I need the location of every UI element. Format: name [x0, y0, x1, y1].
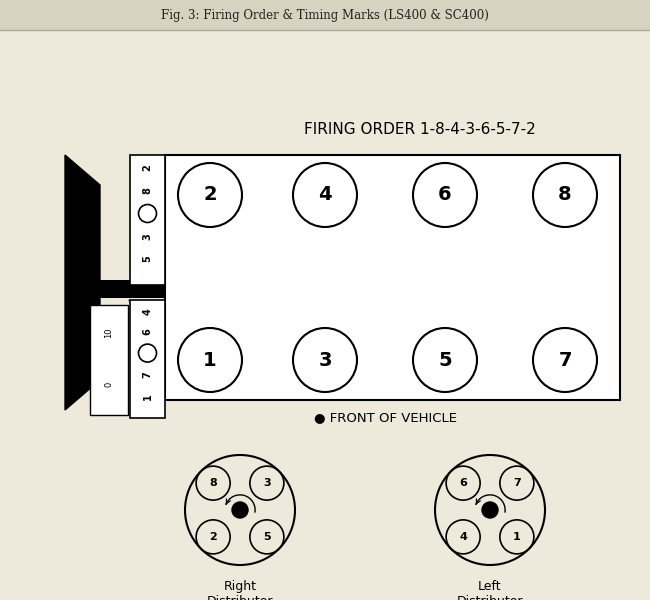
Circle shape [482, 502, 498, 518]
Text: 5: 5 [142, 256, 153, 262]
Text: 6: 6 [438, 185, 452, 205]
Text: 8: 8 [558, 185, 572, 205]
Text: 3: 3 [263, 478, 270, 488]
Circle shape [232, 502, 248, 518]
Text: 2: 2 [142, 164, 153, 172]
Text: Left
Distributor: Left Distributor [457, 580, 523, 600]
Bar [130, 300, 165, 418]
Text: 1: 1 [142, 394, 153, 400]
Text: 8: 8 [142, 187, 153, 194]
Text: 2: 2 [203, 185, 217, 205]
Text: FIRING ORDER 1-8-4-3-6-5-7-2: FIRING ORDER 1-8-4-3-6-5-7-2 [304, 122, 536, 137]
Text: 7: 7 [513, 478, 521, 488]
Bar [65, 280, 165, 298]
Text: 5: 5 [263, 532, 270, 542]
Text: 3: 3 [142, 233, 153, 240]
Text: 0: 0 [105, 382, 114, 387]
Text: ● FRONT OF VEHICLE: ● FRONT OF VEHICLE [313, 412, 456, 425]
Text: 4: 4 [142, 308, 153, 315]
Bar [0, 0, 650, 30]
Text: 7: 7 [558, 350, 572, 370]
Text: 1: 1 [513, 532, 521, 542]
Text: 7: 7 [142, 371, 153, 378]
Text: 1: 1 [203, 350, 217, 370]
Text: 10: 10 [105, 327, 114, 338]
Text: 8: 8 [209, 478, 217, 488]
Bar [90, 305, 128, 415]
Text: 4: 4 [459, 532, 467, 542]
Text: 6: 6 [459, 478, 467, 488]
Bar [165, 155, 620, 400]
Text: Right
Distributor: Right Distributor [207, 580, 273, 600]
Text: 5: 5 [438, 350, 452, 370]
Text: 4: 4 [318, 185, 332, 205]
Polygon shape [65, 155, 100, 410]
Text: 2: 2 [209, 532, 217, 542]
Text: 6: 6 [142, 328, 153, 335]
Text: Fig. 3: Firing Order & Timing Marks (LS400 & SC400): Fig. 3: Firing Order & Timing Marks (LS4… [161, 8, 489, 22]
Text: 3: 3 [318, 350, 332, 370]
Bar [130, 155, 165, 285]
